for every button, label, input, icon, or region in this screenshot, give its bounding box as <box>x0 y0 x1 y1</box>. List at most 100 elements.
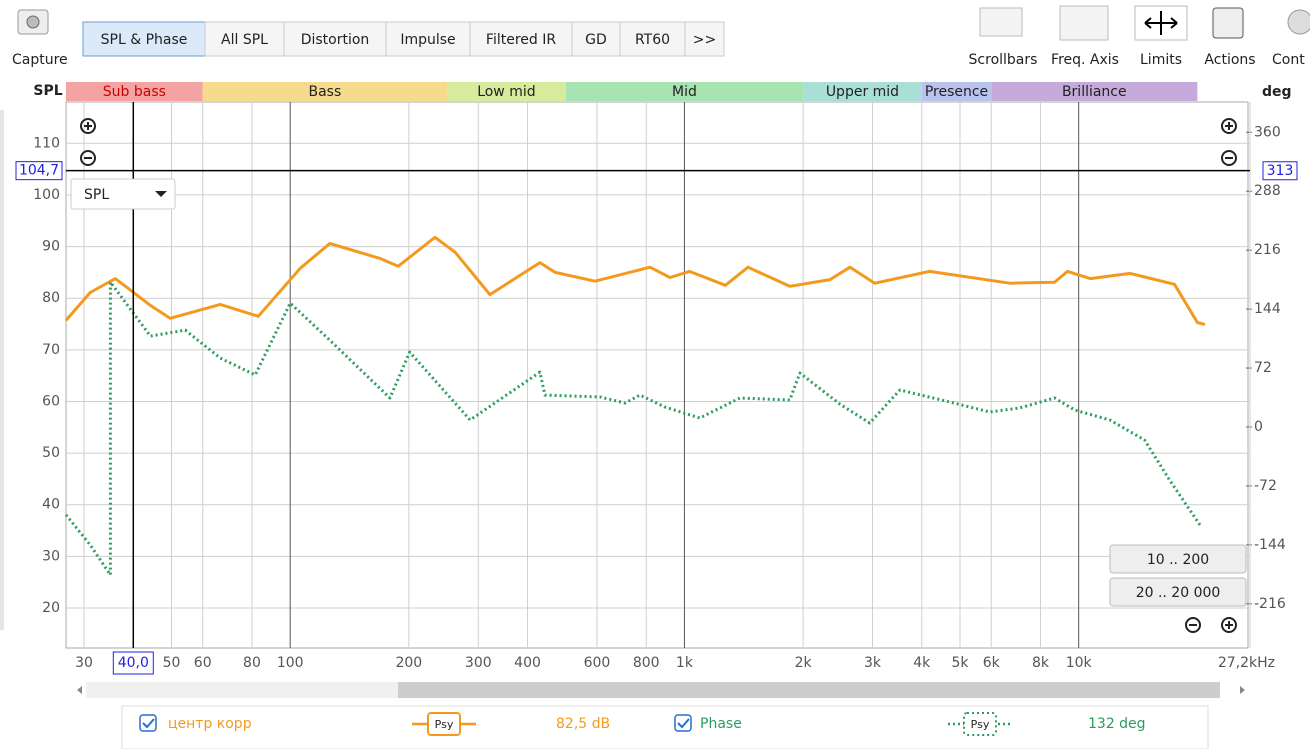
cursor-box <box>112 651 154 675</box>
range-button[interactable]: 20 .. 20 000 <box>1109 577 1247 607</box>
legend: центр корр Psy 82,5 dB Phase Psy 132 deg <box>121 705 1209 749</box>
legend-icon-box <box>963 712 997 736</box>
y2-tick-label: 0 <box>1254 419 1263 435</box>
series-line <box>64 280 1202 577</box>
tab-label: Filtered IR <box>486 32 556 48</box>
toolbar-label: Cont <box>1272 52 1305 68</box>
cursor-box <box>15 161 63 181</box>
tab-box <box>82 21 206 57</box>
x-tick-label: 600 <box>584 655 611 671</box>
legend-readout: 132 deg <box>1088 716 1146 732</box>
tab[interactable]: Distortion <box>283 21 387 57</box>
button-label: 20 .. 20 000 <box>1136 585 1221 601</box>
y2-tick-label: -216 <box>1254 596 1286 612</box>
tab[interactable]: SPL & Phase <box>82 21 206 57</box>
band <box>991 82 1198 101</box>
y2-tick-label: 360 <box>1254 124 1281 140</box>
y-tick-label: 40 <box>42 497 60 513</box>
x-tick-label: 4k <box>913 655 931 671</box>
right-toolbar: Scrollbars Freq. Axis Limits Actions Cont <box>969 5 1310 68</box>
dropdown-label: SPL <box>84 187 109 203</box>
tab[interactable]: >> <box>684 21 725 57</box>
button-label: 10 .. 200 <box>1147 552 1209 568</box>
legend-name: центр корр <box>168 716 252 732</box>
x-tick-label: 3k <box>864 655 882 671</box>
side-strip <box>0 110 4 630</box>
tab[interactable]: Filtered IR <box>469 21 573 57</box>
series-line <box>64 235 1206 326</box>
legend-item[interactable]: Phase Psy 132 deg <box>674 712 1146 736</box>
legend-frame <box>121 705 1209 749</box>
x-tick-label: 2k <box>795 655 813 671</box>
y-tick-label: 70 <box>42 342 60 358</box>
x-tick-label: 10k <box>1066 655 1093 671</box>
x-tick-label: 200 <box>395 655 422 671</box>
band-label: Upper mid <box>826 84 899 100</box>
x-tick-label: 300 <box>465 655 492 671</box>
cursor-box <box>1262 161 1298 181</box>
y2-tick-label: -144 <box>1254 537 1286 553</box>
band <box>66 82 203 101</box>
grid: SPL deg 20 30 40 50 60 70 80 90 100 110 -216 -144 -72 0… <box>33 83 1291 671</box>
tabs: SPL & Phase All SPL Distortion Impulse Filte… <box>82 21 725 57</box>
y-tick-label: 20 <box>42 600 60 616</box>
freq-axis-icon[interactable] <box>1059 5 1109 41</box>
tab-box <box>571 21 621 57</box>
y-tick-label: 110 <box>33 135 60 151</box>
h-scrollbar[interactable] <box>77 682 1245 698</box>
y2-tick-label: 216 <box>1254 242 1281 258</box>
capture-label: Capture <box>12 52 68 68</box>
tab-label: All SPL <box>221 32 268 48</box>
legend-check <box>142 718 155 729</box>
x-tick-label: 6k <box>983 655 1001 671</box>
y-tick-label: 90 <box>42 239 60 255</box>
tab-box <box>385 21 471 57</box>
tab[interactable]: GD <box>571 21 621 57</box>
band <box>921 82 992 101</box>
tab-label: RT60 <box>635 32 670 48</box>
legend-icon-label: Psy <box>435 718 454 731</box>
x-tick-label: 100 <box>277 655 304 671</box>
cursor-y2-label: 313 <box>1267 163 1294 179</box>
tab[interactable]: RT60 <box>619 21 686 57</box>
x-tick-label: 80 <box>243 655 261 671</box>
tab-label: Distortion <box>301 32 370 48</box>
zoom-controls[interactable] <box>80 118 1237 633</box>
tab-label: GD <box>585 32 607 48</box>
capture-button[interactable] <box>17 9 49 35</box>
range-button[interactable]: 10 .. 200 <box>1109 544 1247 574</box>
x-tick-label: 27,2kHz <box>1218 655 1275 671</box>
toolbar-label: Actions <box>1204 52 1255 68</box>
legend-icon-label: Psy <box>971 718 990 731</box>
y-tick-label: 50 <box>42 445 60 461</box>
legend-name: Phase <box>700 716 742 732</box>
tab-label: SPL & Phase <box>101 32 188 48</box>
legend-item[interactable]: центр корр Psy 82,5 dB <box>139 712 610 736</box>
y2-tick-label: 144 <box>1254 301 1281 317</box>
cursor-y-label: 104,7 <box>19 163 59 179</box>
y2-tick-label: -72 <box>1254 478 1277 494</box>
x-tick-label: 5k <box>951 655 969 671</box>
y2-axis-label: deg <box>1262 84 1292 100</box>
band <box>202 82 448 101</box>
x-tick-label: 800 <box>633 655 660 671</box>
tab[interactable]: Impulse <box>385 21 471 57</box>
x-tick-label: 60 <box>194 655 212 671</box>
dropdown[interactable]: SPL <box>70 178 176 210</box>
actions-icon[interactable] <box>1212 7 1244 39</box>
legend-check <box>677 718 690 729</box>
tab[interactable]: All SPL <box>204 21 285 57</box>
tab-label: >> <box>693 32 716 48</box>
band-label: Sub bass <box>103 84 166 100</box>
y2-tick-label: 288 <box>1254 183 1281 199</box>
scrollbars-icon[interactable] <box>979 7 1023 37</box>
band-label: Mid <box>672 84 697 100</box>
y-tick-label: 80 <box>42 290 60 306</box>
tab-box <box>469 21 573 57</box>
legend-readout: 82,5 dB <box>556 716 610 732</box>
controls-icon[interactable] <box>1287 9 1310 35</box>
band <box>565 82 804 101</box>
tab-box <box>619 21 686 57</box>
